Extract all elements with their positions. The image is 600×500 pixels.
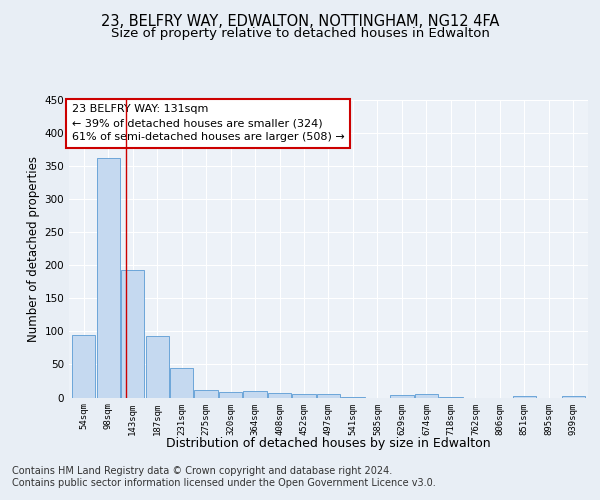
Bar <box>170 368 193 398</box>
Bar <box>415 394 438 398</box>
Bar <box>244 391 266 398</box>
Bar <box>72 334 95 398</box>
Text: Size of property relative to detached houses in Edwalton: Size of property relative to detached ho… <box>110 28 490 40</box>
Text: Distribution of detached houses by size in Edwalton: Distribution of detached houses by size … <box>166 438 491 450</box>
Bar <box>121 270 144 398</box>
Bar <box>317 394 340 398</box>
Bar <box>194 390 218 398</box>
Text: 23, BELFRY WAY, EDWALTON, NOTTINGHAM, NG12 4FA: 23, BELFRY WAY, EDWALTON, NOTTINGHAM, NG… <box>101 14 499 29</box>
Bar <box>341 397 365 398</box>
Bar <box>268 393 291 398</box>
Text: Contains public sector information licensed under the Open Government Licence v3: Contains public sector information licen… <box>12 478 436 488</box>
Bar <box>562 396 585 398</box>
Bar <box>391 395 413 398</box>
Bar <box>97 158 120 398</box>
Text: 23 BELFRY WAY: 131sqm
← 39% of detached houses are smaller (324)
61% of semi-det: 23 BELFRY WAY: 131sqm ← 39% of detached … <box>71 104 344 142</box>
Bar <box>513 396 536 398</box>
Text: Contains HM Land Registry data © Crown copyright and database right 2024.: Contains HM Land Registry data © Crown c… <box>12 466 392 476</box>
Bar <box>292 394 316 398</box>
Bar <box>146 336 169 398</box>
Bar <box>439 397 463 398</box>
Y-axis label: Number of detached properties: Number of detached properties <box>27 156 40 342</box>
Bar <box>219 392 242 398</box>
